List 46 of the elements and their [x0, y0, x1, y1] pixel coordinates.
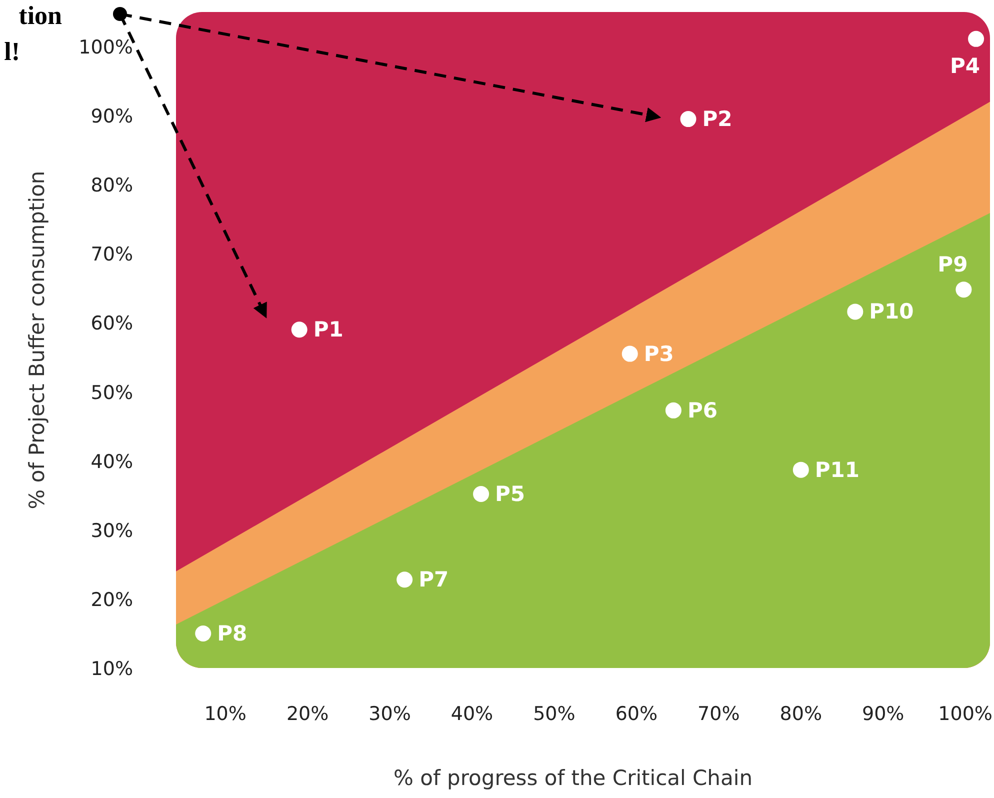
y-tick-label: 90%	[90, 106, 133, 128]
text: tion	[18, 1, 63, 30]
data-label: P3	[644, 342, 674, 366]
data-label: P4	[950, 54, 980, 78]
x-tick-label: 20%	[286, 703, 329, 725]
y-tick-label: 80%	[90, 174, 133, 197]
point	[968, 30, 984, 47]
point	[956, 282, 972, 298]
point	[622, 346, 638, 362]
point	[847, 304, 864, 320]
point	[680, 111, 696, 128]
y-tick-label: 70%	[90, 244, 133, 266]
y-tick-label: 60%	[90, 312, 133, 335]
x-tick-label: 50%	[533, 703, 576, 725]
x-tick-label: 100%	[938, 703, 992, 725]
point	[396, 572, 413, 588]
y-axis-title: % of Project Buffer consumption	[25, 170, 49, 510]
x-tick-label: 60%	[615, 703, 658, 725]
y-tick-label: 40%	[90, 450, 133, 473]
data-label: P1	[313, 318, 344, 342]
x-tick-label: 40%	[450, 703, 494, 725]
x-tick-label: 30%	[368, 703, 411, 725]
y-tick-label: 100%	[78, 36, 133, 59]
x-tick-label: 80%	[780, 703, 822, 725]
x-tick-label: 90%	[862, 703, 904, 725]
point	[195, 625, 212, 642]
x-axis-title: % of progress of the Critical Chain	[393, 766, 753, 790]
data-label: P5	[495, 482, 526, 506]
data-label: P2	[702, 107, 732, 132]
data-label: P9	[938, 252, 968, 277]
data-label: P10	[869, 300, 914, 324]
data-label: P7	[418, 568, 449, 592]
point	[473, 486, 490, 502]
y-tick-label: 50%	[90, 382, 133, 404]
y-tick-label: 10%	[90, 658, 133, 680]
data-label: P11	[814, 458, 860, 482]
x-tick-label: 70%	[698, 703, 740, 725]
text: l!	[4, 37, 20, 66]
point	[792, 462, 809, 478]
point	[291, 322, 308, 338]
x-tick-label: 10%	[204, 703, 246, 725]
y-tick-label: 30%	[90, 520, 133, 542]
data-label: P8	[217, 621, 248, 646]
point	[665, 402, 682, 418]
data-label: P6	[687, 398, 718, 422]
y-tick-label: 20%	[90, 588, 133, 611]
